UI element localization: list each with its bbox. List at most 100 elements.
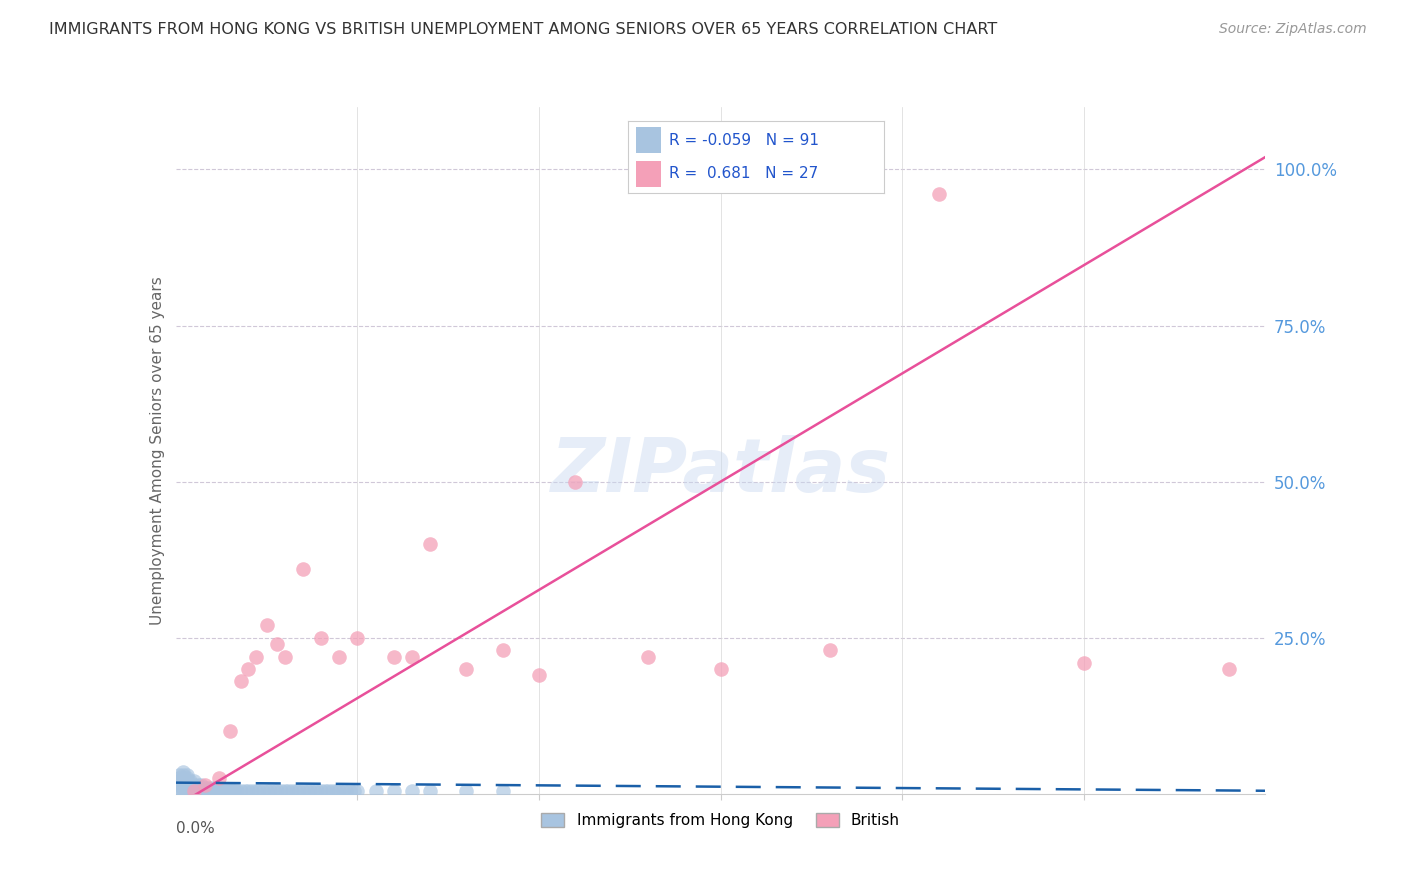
Point	[238, 662, 260, 676]
Point	[169, 768, 191, 782]
Point	[183, 774, 205, 789]
Point	[492, 643, 515, 657]
Point	[172, 780, 194, 795]
Point	[240, 784, 263, 798]
Point	[346, 631, 368, 645]
Point	[176, 771, 198, 786]
Point	[186, 778, 209, 792]
Point	[194, 778, 217, 792]
Point	[456, 784, 478, 798]
Point	[527, 668, 550, 682]
Point	[291, 562, 314, 576]
Point	[169, 774, 191, 789]
Point	[309, 784, 332, 798]
Point	[1073, 656, 1095, 670]
Point	[637, 649, 659, 664]
Point	[201, 784, 224, 798]
Point	[309, 631, 332, 645]
Point	[226, 784, 249, 798]
Point	[212, 784, 235, 798]
Point	[343, 784, 366, 798]
Point	[314, 784, 336, 798]
Point	[215, 781, 238, 796]
Point	[186, 784, 209, 798]
Point	[302, 784, 325, 798]
Point	[263, 784, 285, 798]
Point	[208, 771, 231, 786]
Point	[274, 784, 297, 798]
Point	[419, 537, 441, 551]
Point	[169, 778, 191, 792]
Point	[204, 780, 226, 795]
Point	[288, 784, 311, 798]
Point	[382, 784, 405, 798]
Point	[179, 774, 201, 789]
Point	[284, 784, 307, 798]
Point	[266, 784, 288, 798]
Point	[281, 784, 304, 798]
Point	[190, 784, 212, 798]
Point	[215, 784, 238, 798]
Point	[190, 780, 212, 795]
Point	[194, 784, 217, 798]
Text: Source: ZipAtlas.com: Source: ZipAtlas.com	[1219, 22, 1367, 37]
Point	[169, 784, 191, 798]
Point	[176, 774, 198, 789]
Point	[928, 187, 950, 202]
Point	[183, 778, 205, 792]
Point	[325, 784, 347, 798]
Point	[212, 781, 235, 796]
Point	[270, 784, 292, 798]
Point	[277, 784, 299, 798]
Point	[339, 784, 361, 798]
Point	[179, 780, 201, 795]
Point	[219, 724, 242, 739]
Point	[245, 649, 267, 664]
Point	[456, 662, 478, 676]
Point	[252, 784, 274, 798]
Point	[194, 780, 217, 795]
Point	[186, 780, 209, 795]
Point	[169, 771, 191, 786]
Point	[204, 784, 226, 798]
Point	[190, 778, 212, 792]
Text: ZIPatlas: ZIPatlas	[551, 434, 890, 508]
Point	[222, 784, 245, 798]
Point	[346, 784, 368, 798]
Point	[172, 771, 194, 786]
Point	[299, 784, 322, 798]
Point	[176, 784, 198, 798]
Point	[197, 784, 219, 798]
Point	[364, 784, 387, 798]
Point	[1218, 662, 1240, 676]
Point	[176, 780, 198, 795]
Point	[231, 674, 253, 689]
Point	[233, 784, 256, 798]
Point	[492, 784, 515, 798]
Point	[328, 649, 350, 664]
Legend: Immigrants from Hong Kong, British: Immigrants from Hong Kong, British	[536, 807, 905, 834]
Point	[328, 784, 350, 798]
Point	[419, 784, 441, 798]
Point	[332, 784, 354, 798]
Point	[169, 780, 191, 795]
Point	[176, 768, 198, 782]
Point	[172, 774, 194, 789]
Text: IMMIGRANTS FROM HONG KONG VS BRITISH UNEMPLOYMENT AMONG SENIORS OVER 65 YEARS CO: IMMIGRANTS FROM HONG KONG VS BRITISH UNE…	[49, 22, 997, 37]
Point	[172, 778, 194, 792]
Point	[172, 768, 194, 782]
Point	[321, 784, 343, 798]
Point	[222, 781, 245, 796]
Point	[382, 649, 405, 664]
Point	[208, 784, 231, 798]
Point	[201, 780, 224, 795]
Point	[266, 637, 288, 651]
Point	[172, 765, 194, 780]
Point	[183, 784, 205, 798]
Point	[256, 784, 278, 798]
Point	[172, 784, 194, 798]
Point	[245, 784, 267, 798]
Point	[401, 784, 423, 798]
Point	[247, 784, 270, 798]
Point	[295, 784, 318, 798]
